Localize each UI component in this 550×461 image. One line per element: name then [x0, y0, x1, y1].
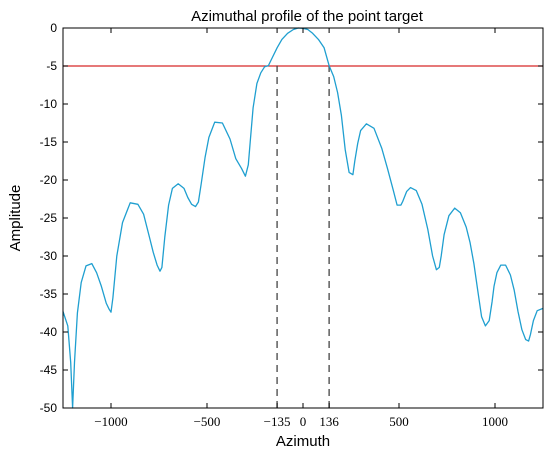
y-tick-label: -50 — [40, 401, 58, 415]
x-tick-label: −500 — [194, 414, 221, 429]
x-axis: −1000 −500 −135 0 136 500 1000 — [94, 28, 508, 429]
x-tick-label: 500 — [389, 414, 409, 429]
y-axis: 0 -5 -10 -15 -20 -25 -30 -35 -40 -45 -50 — [40, 21, 543, 415]
y-tick-label: -15 — [40, 135, 58, 149]
y-tick-label: -10 — [40, 97, 58, 111]
y-tick-label: -30 — [40, 249, 58, 263]
series-line-1 — [62, 27, 544, 409]
y-tick-label: -35 — [40, 287, 58, 301]
x-tick-label: −135 — [264, 414, 291, 429]
y-tick-label: -20 — [40, 173, 58, 187]
y-tick-label: -25 — [40, 211, 58, 225]
x-tick-label: 0 — [300, 414, 307, 429]
plot-area — [62, 27, 544, 409]
x-axis-label: Azimuth — [276, 433, 330, 450]
y-axis-label: Amplitude — [7, 185, 24, 252]
x-tick-label: 136 — [319, 414, 339, 429]
plot-frame — [62, 27, 544, 409]
x-tick-label: −1000 — [94, 414, 127, 429]
y-tick-label: -40 — [40, 325, 58, 339]
y-tick-label: -45 — [40, 363, 58, 377]
y-tick-label: 0 — [50, 21, 57, 35]
y-tick-label: -5 — [46, 59, 57, 73]
x-tick-label: 1000 — [482, 414, 508, 429]
chart-title: Azimuthal profile of the point target — [191, 8, 424, 25]
